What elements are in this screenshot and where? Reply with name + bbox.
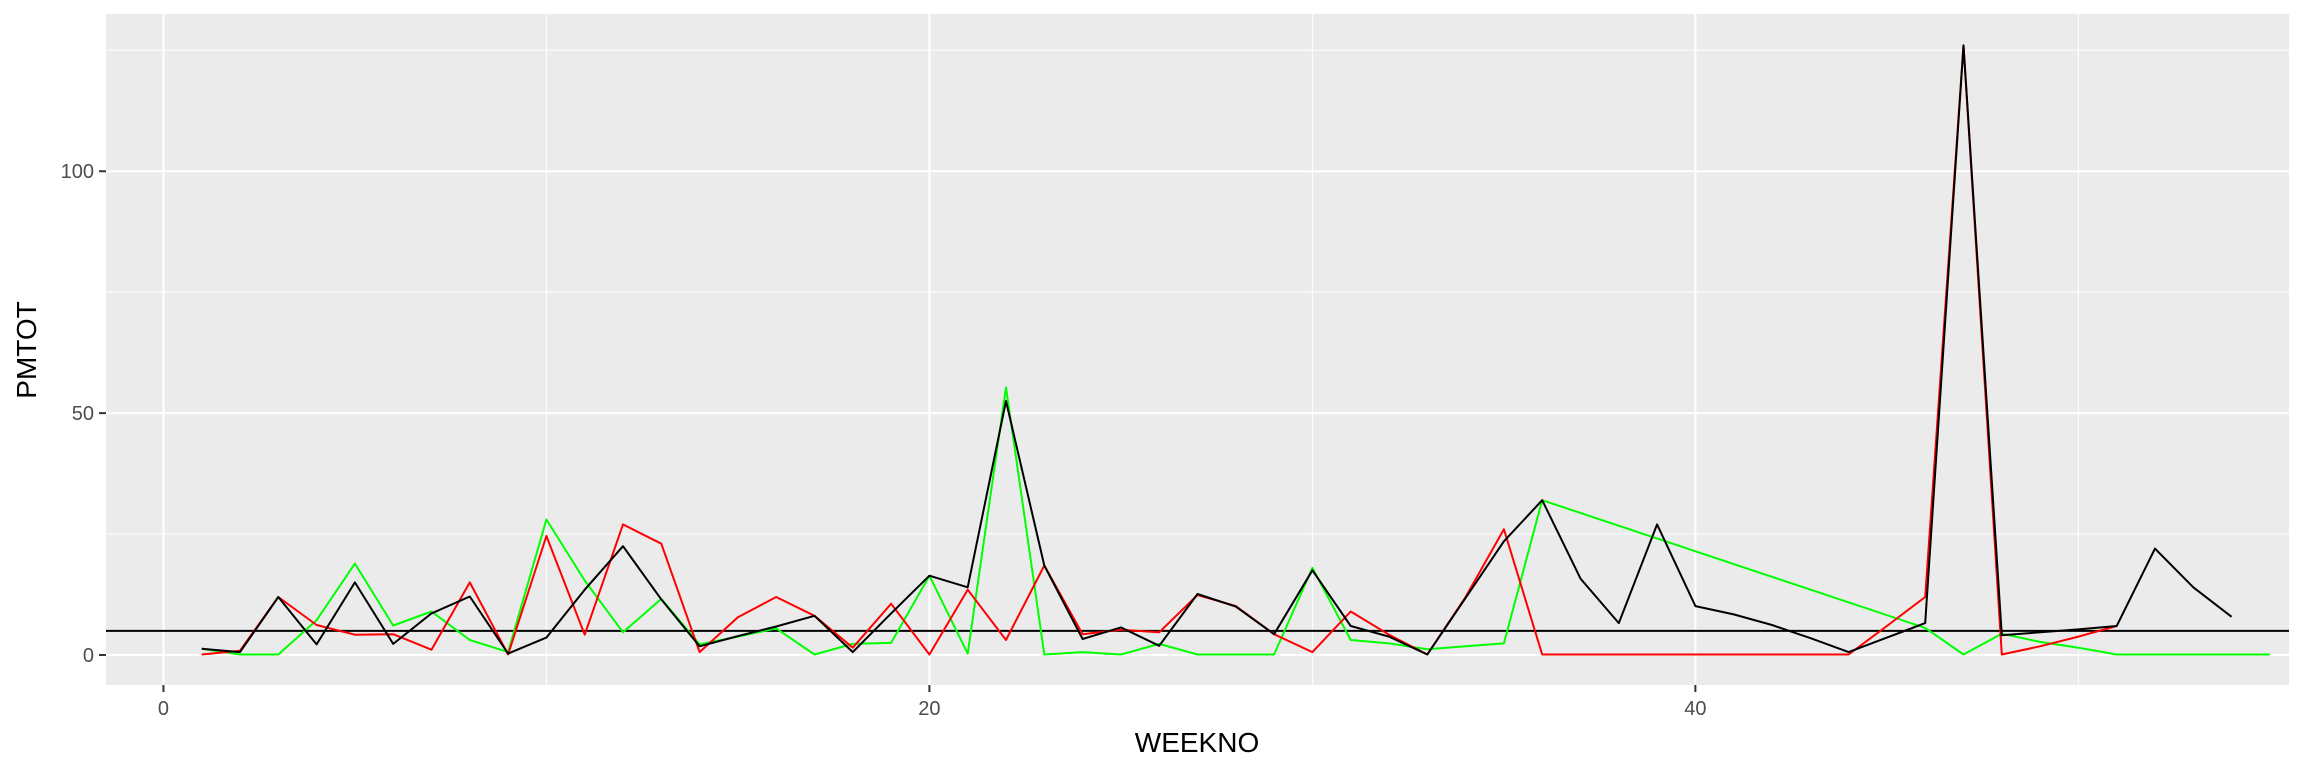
plot-panel xyxy=(106,14,2289,685)
y-axis-title: PMTOT xyxy=(11,301,42,398)
x-tick-label: 20 xyxy=(918,698,940,720)
series-line-3 xyxy=(201,44,2233,656)
y-tick-label: 50 xyxy=(72,403,94,425)
x-axis-title: WEEKNO xyxy=(1135,727,1259,758)
series-lines xyxy=(201,44,2270,656)
x-tick-label: 40 xyxy=(1684,698,1706,720)
y-tick-label: 0 xyxy=(83,645,94,667)
y-tick-label: 100 xyxy=(61,161,94,183)
series-line-2 xyxy=(201,44,2117,656)
series-line-1 xyxy=(201,386,2270,656)
x-tick-label: 0 xyxy=(158,698,169,720)
axis-ticks: 0 20 40 0 50 100 xyxy=(61,161,1707,720)
